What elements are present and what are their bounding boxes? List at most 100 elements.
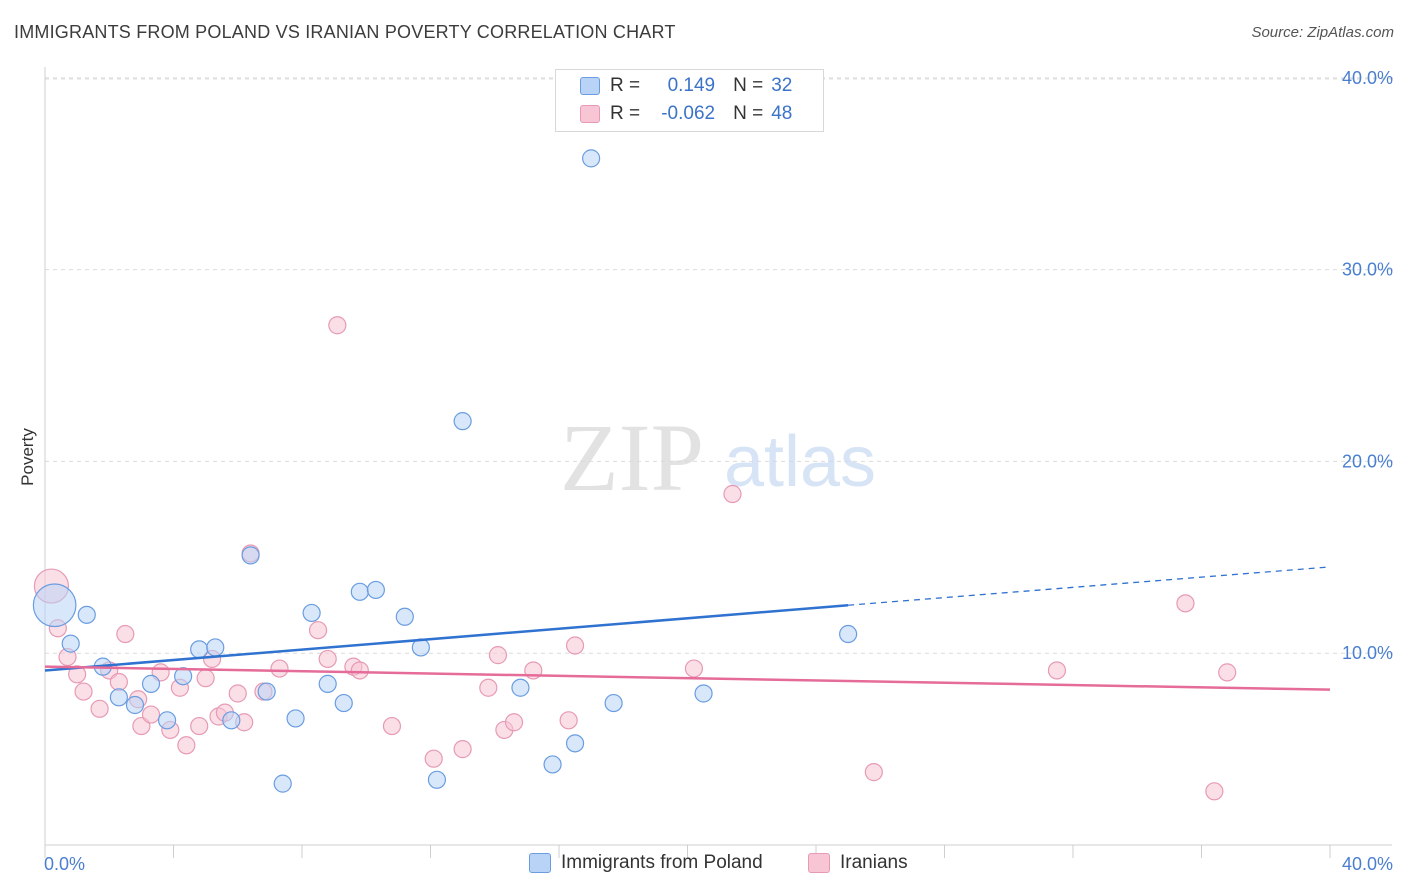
point-iranians (68, 665, 87, 684)
point-poland (453, 412, 472, 431)
point-iranians (350, 661, 369, 680)
point-iranians (270, 659, 289, 678)
legend-row-iranians: R = -0.062 N = 48 (580, 102, 792, 126)
tick-labels: 10.0% 20.0% 30.0% 40.0% 0.0% 40.0% (44, 68, 1393, 874)
point-poland (366, 580, 385, 600)
series-legend: Immigrants from Poland Iranians (0, 852, 1406, 878)
chart-title: IMMIGRANTS FROM POLAND VS IRANIAN POVERT… (14, 22, 676, 42)
series-iranians (33, 316, 1237, 801)
point-iranians (504, 713, 524, 732)
point-iranians (453, 740, 472, 759)
point-iranians (308, 621, 328, 640)
point-poland (190, 640, 209, 659)
point-poland (511, 678, 530, 697)
point-poland (286, 709, 305, 728)
point-iranians (1176, 594, 1195, 613)
trend-line-iranians (44, 665, 1331, 691)
point-poland (141, 674, 161, 693)
y-tick-label: 40.0% (1342, 68, 1393, 88)
point-poland (77, 605, 96, 624)
point-poland (61, 634, 80, 653)
point-poland (395, 607, 414, 626)
point-iranians (177, 736, 196, 755)
point-iranians (90, 699, 109, 718)
point-poland (125, 695, 145, 715)
legend-item-iranians: Iranians (808, 852, 908, 874)
point-iranians (74, 682, 93, 701)
x-tick-label: 0.0% (44, 854, 85, 874)
point-iranians (328, 316, 347, 335)
point-iranians (109, 672, 128, 692)
correlation-legend: R = 0.149 N = 32 R = -0.062 N = 48 (555, 69, 824, 132)
point-iranians (318, 649, 337, 669)
point-poland (565, 734, 585, 753)
point-poland (157, 711, 177, 730)
legend-n-value: 48 (771, 103, 793, 124)
point-poland (582, 149, 601, 168)
y-tick-label: 30.0% (1342, 260, 1393, 280)
point-poland (257, 682, 276, 701)
point-poland (206, 638, 225, 657)
point-poland (318, 674, 337, 693)
legend-swatch-iranians (808, 853, 830, 873)
point-iranians (559, 711, 578, 730)
point-poland (109, 688, 128, 707)
trend-line-poland (44, 604, 849, 672)
point-iranians (141, 705, 161, 724)
point-iranians (1047, 661, 1067, 680)
point-poland (302, 603, 321, 623)
point-iranians (1205, 782, 1224, 801)
point-poland (350, 582, 369, 601)
watermark-atlas: atlas (724, 422, 876, 502)
point-poland (273, 774, 292, 793)
point-iranians (116, 624, 135, 644)
legend-n-value: 32 (771, 75, 793, 96)
x-tick-label: 40.0% (1342, 854, 1393, 874)
point-iranians (684, 659, 704, 678)
legend-item-poland: Immigrants from Poland (529, 852, 763, 874)
point-iranians (424, 749, 443, 768)
legend-row-poland: R = 0.149 N = 32 (580, 74, 792, 98)
legend-r-value: 0.149 (667, 75, 716, 96)
legend-r-value: -0.062 (661, 103, 716, 124)
legend-r-label: R = (610, 75, 641, 96)
point-poland (334, 693, 353, 713)
point-poland (222, 711, 241, 730)
point-poland (174, 667, 193, 686)
point-poland (427, 770, 447, 789)
point-iranians (488, 646, 508, 665)
trend-lines (44, 566, 1331, 691)
point-iranians (190, 716, 209, 736)
point-poland (694, 684, 713, 703)
point-poland (604, 693, 623, 713)
y-tick-label: 20.0% (1342, 451, 1393, 471)
trend-line-poland-projection (848, 566, 1331, 606)
y-axis-title: Poverty (18, 428, 37, 486)
axes (44, 67, 1392, 858)
legend-r-label: R = (610, 103, 641, 124)
point-iranians (1218, 663, 1237, 682)
point-iranians (382, 716, 402, 736)
point-poland (32, 583, 77, 628)
legend-label-poland: Immigrants from Poland (561, 852, 763, 873)
y-tick-label: 10.0% (1342, 643, 1393, 663)
point-poland (839, 624, 858, 644)
legend-n-label: N = (733, 103, 764, 124)
point-iranians (565, 636, 585, 655)
point-iranians (479, 678, 498, 697)
legend-n-label: N = (733, 75, 764, 96)
point-poland (241, 546, 260, 565)
legend-swatch-poland (580, 77, 600, 95)
point-iranians (196, 669, 215, 688)
series-poland (32, 149, 858, 793)
legend-label-iranians: Iranians (840, 852, 908, 873)
point-iranians (864, 763, 883, 782)
legend-swatch-iranians (580, 105, 600, 123)
legend-swatch-poland (529, 853, 551, 873)
point-iranians (723, 484, 742, 504)
point-iranians (228, 684, 247, 703)
watermark-zip: ZIP (560, 404, 704, 511)
point-poland (543, 755, 562, 774)
grid-lines (45, 77, 1395, 654)
